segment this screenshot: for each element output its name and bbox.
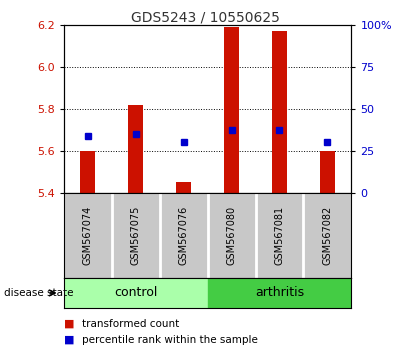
Bar — [272, 31, 286, 193]
Text: transformed count: transformed count — [82, 319, 180, 329]
Bar — [64, 278, 208, 308]
Bar — [81, 151, 95, 193]
Text: GSM567081: GSM567081 — [275, 206, 284, 265]
Bar — [128, 105, 143, 193]
Bar — [176, 182, 191, 193]
Text: GSM567080: GSM567080 — [226, 206, 236, 265]
Bar — [224, 27, 239, 193]
Text: percentile rank within the sample: percentile rank within the sample — [82, 335, 258, 345]
Text: GSM567074: GSM567074 — [83, 206, 92, 265]
Text: GSM567076: GSM567076 — [179, 206, 189, 265]
Bar — [208, 278, 351, 308]
Text: ■: ■ — [64, 319, 74, 329]
Text: GDS5243 / 10550625: GDS5243 / 10550625 — [131, 11, 280, 25]
Text: GSM567075: GSM567075 — [131, 206, 141, 265]
Text: disease state: disease state — [4, 288, 74, 298]
Bar — [320, 151, 335, 193]
Text: ■: ■ — [64, 335, 74, 345]
Text: GSM567082: GSM567082 — [323, 206, 332, 265]
Text: arthritis: arthritis — [255, 286, 304, 299]
Text: control: control — [114, 286, 157, 299]
